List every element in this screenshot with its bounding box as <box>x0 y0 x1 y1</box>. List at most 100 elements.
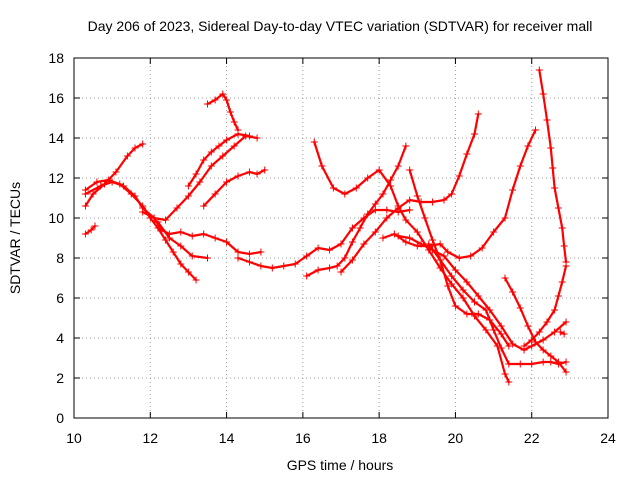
data-series <box>81 66 570 386</box>
data-point <box>387 176 395 184</box>
data-point <box>528 336 536 344</box>
data-point <box>200 202 208 210</box>
data-point <box>337 240 345 248</box>
data-point <box>245 258 253 266</box>
data-point <box>188 232 196 240</box>
data-point <box>413 192 421 200</box>
data-point <box>112 168 120 176</box>
data-point <box>371 228 379 236</box>
data-point <box>448 272 456 280</box>
data-point <box>219 152 227 160</box>
series-arc-12 <box>310 138 513 386</box>
data-point <box>234 172 242 180</box>
series-arc-10 <box>234 206 414 272</box>
y-tick-label: 12 <box>48 170 64 186</box>
data-point <box>444 248 452 256</box>
series-arc-13 <box>337 110 482 276</box>
data-point <box>444 282 452 290</box>
data-point <box>467 252 475 260</box>
data-point <box>490 326 498 334</box>
data-point <box>211 234 219 242</box>
data-point <box>184 268 192 276</box>
x-tick-label: 12 <box>142 430 158 446</box>
data-point <box>234 254 242 262</box>
data-point <box>532 126 540 134</box>
data-point <box>348 238 356 246</box>
data-point <box>402 216 410 224</box>
data-point <box>562 258 570 266</box>
data-point <box>230 118 238 126</box>
data-point <box>314 244 322 252</box>
data-point <box>505 342 513 350</box>
series-arc-6 <box>139 132 261 224</box>
chart-title: Day 206 of 2023, Sidereal Day-to-day VTE… <box>88 18 593 34</box>
data-point <box>459 286 467 294</box>
data-point <box>383 206 391 214</box>
data-point <box>162 236 170 244</box>
y-tick-label: 16 <box>48 90 64 106</box>
data-point <box>501 274 509 282</box>
data-point <box>543 116 551 124</box>
data-point <box>490 228 498 236</box>
data-point <box>474 310 482 318</box>
data-point <box>394 204 402 212</box>
data-point <box>516 360 524 368</box>
data-point <box>219 90 227 98</box>
data-point <box>497 330 505 338</box>
data-point <box>471 130 478 138</box>
data-point <box>337 268 345 276</box>
data-point <box>310 138 318 146</box>
data-point <box>348 256 356 264</box>
data-point <box>539 358 547 366</box>
series-arc-21 <box>556 328 568 338</box>
data-point <box>177 260 185 268</box>
data-point <box>560 330 568 338</box>
data-point <box>524 142 532 150</box>
data-point <box>379 234 387 242</box>
data-point <box>539 336 547 344</box>
data-point <box>87 226 95 234</box>
data-point <box>436 240 444 248</box>
data-point <box>455 254 463 262</box>
series-arc-7 <box>200 166 269 210</box>
data-point <box>173 204 181 212</box>
y-tick-label: 8 <box>56 250 64 266</box>
data-point <box>560 242 568 250</box>
data-point <box>371 206 379 214</box>
data-point <box>394 232 402 240</box>
data-point <box>425 240 433 248</box>
x-tick-label: 20 <box>448 430 464 446</box>
plot-frame <box>73 57 609 419</box>
series-line <box>187 132 251 188</box>
series-arc-11 <box>303 142 410 280</box>
data-point <box>558 278 566 286</box>
data-point <box>501 214 509 222</box>
x-tick-label: 18 <box>371 430 387 446</box>
series-line <box>141 134 259 222</box>
data-point <box>406 206 414 214</box>
data-point <box>375 166 383 174</box>
data-point <box>562 368 570 376</box>
data-point <box>223 136 231 144</box>
data-point <box>509 340 517 348</box>
data-point <box>394 162 402 170</box>
data-point <box>471 298 478 306</box>
x-axis-label: GPS time / hours <box>287 457 394 473</box>
data-point <box>245 250 253 258</box>
data-point <box>204 254 211 262</box>
data-point <box>497 344 505 352</box>
data-point <box>501 370 509 378</box>
data-point <box>556 328 564 336</box>
data-point <box>497 322 505 330</box>
data-point <box>177 228 185 236</box>
data-point <box>379 190 387 198</box>
data-point <box>429 236 437 244</box>
data-point <box>223 178 231 186</box>
data-point <box>543 318 551 326</box>
data-point <box>383 214 391 222</box>
data-point <box>535 328 543 336</box>
data-point <box>150 214 158 222</box>
data-point <box>505 360 513 368</box>
series-arc-14 <box>379 126 540 262</box>
